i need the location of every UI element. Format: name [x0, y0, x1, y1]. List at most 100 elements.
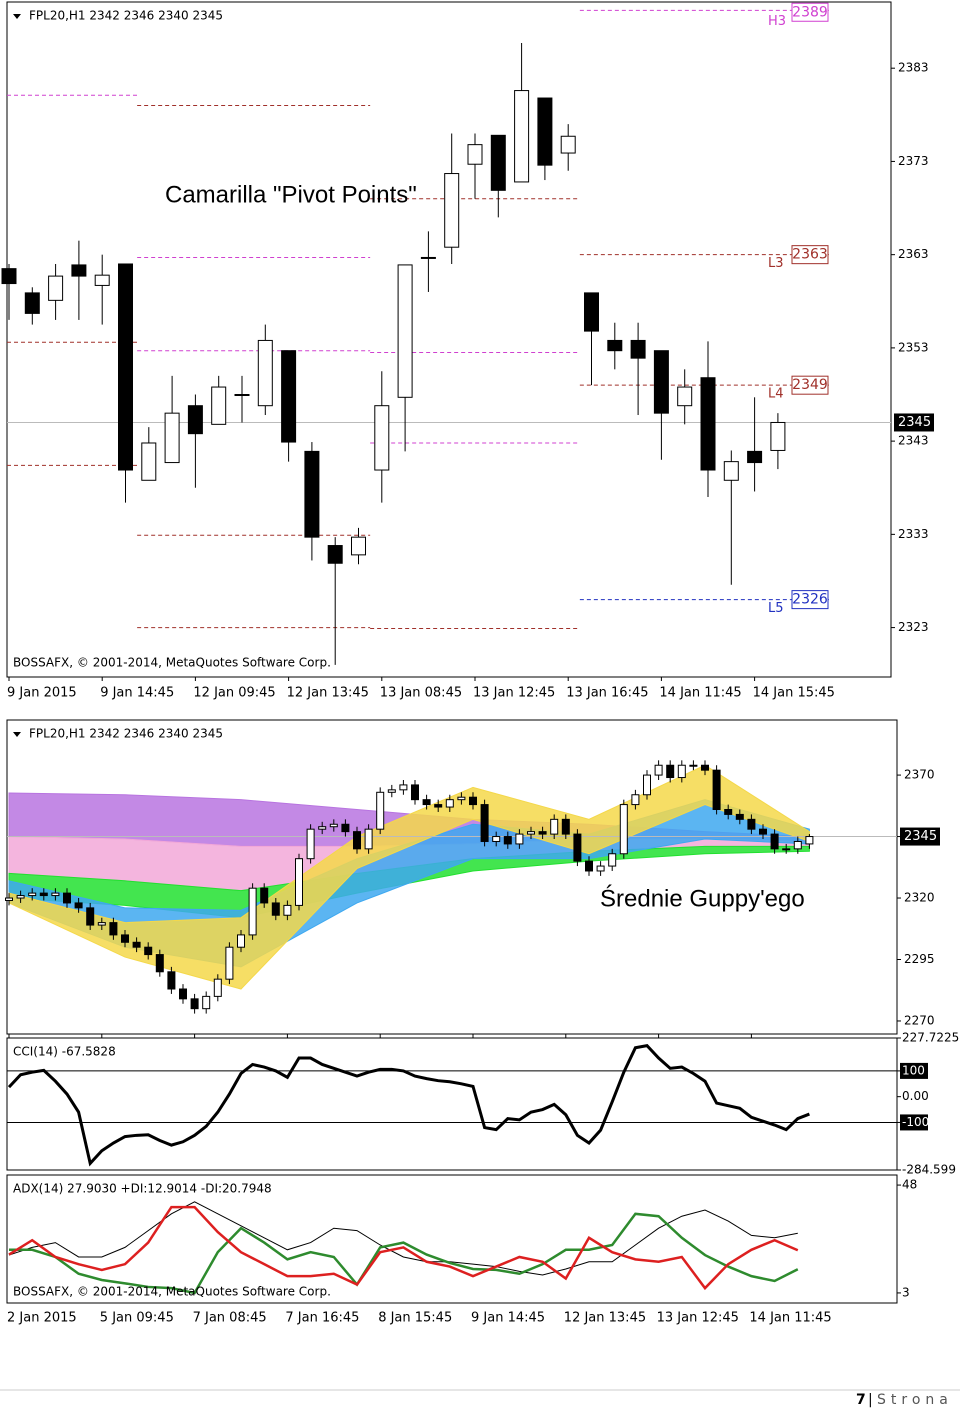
y-tick-label: 2383	[898, 61, 929, 75]
candle-body	[608, 853, 617, 867]
candle-body	[155, 954, 164, 973]
candle-body	[492, 836, 501, 842]
candle-body	[420, 256, 436, 259]
candle-body	[271, 902, 280, 916]
y-tick-label: 2295	[904, 952, 935, 966]
y-tick-label: 2333	[898, 527, 929, 541]
page-number: 7	[856, 1392, 866, 1408]
indicator-line	[9, 1212, 799, 1295]
candle-body	[318, 826, 327, 830]
candle-body	[724, 809, 733, 815]
y-tick-label: -284.599	[902, 1163, 956, 1177]
candle-body	[283, 904, 292, 916]
level-box	[791, 375, 829, 395]
candle-body	[1, 268, 17, 285]
candle-body	[747, 818, 756, 830]
title-arrow	[13, 732, 21, 737]
candle-body	[723, 461, 739, 481]
candle-body	[167, 971, 176, 990]
x-tick-label: 14 Jan 11:45	[659, 686, 741, 701]
candle-body	[560, 135, 576, 154]
footer-separator: |	[868, 1392, 873, 1408]
candle-body	[515, 833, 524, 845]
candle-body	[643, 774, 651, 796]
level-value: 2389	[792, 4, 828, 20]
x-tick-label: 2 Jan 2015	[7, 1311, 77, 1326]
candle-body	[86, 907, 95, 926]
candle-body	[179, 988, 187, 1000]
candle-body	[327, 545, 343, 564]
candle-body	[257, 339, 273, 407]
candle-body	[187, 405, 203, 435]
x-tick-label: 7 Jan 08:45	[193, 1311, 267, 1326]
candle-body	[444, 173, 460, 248]
candle-body	[747, 450, 763, 464]
chart-title: CCI(14) -67.5828	[13, 1045, 116, 1059]
candle-body	[211, 386, 227, 425]
candle-body	[295, 858, 303, 906]
level-value: 2363	[792, 247, 828, 263]
candle-body	[677, 764, 686, 779]
level-name: L4	[768, 387, 784, 402]
candle-body	[281, 350, 297, 443]
candle-body	[434, 804, 443, 808]
x-tick-label: 9 Jan 14:45	[471, 1311, 545, 1326]
candle-body	[770, 421, 786, 451]
x-tick-label: 13 Jan 12:45	[657, 1311, 739, 1326]
candle-body	[514, 90, 530, 183]
candle-body	[712, 769, 721, 811]
candle-body	[374, 405, 390, 471]
level-name: L3	[768, 256, 784, 271]
candle-body	[97, 922, 106, 926]
candle-body	[630, 339, 646, 359]
level-box	[791, 590, 829, 610]
tick-highlight	[900, 1062, 928, 1079]
candle-body	[480, 804, 489, 842]
level-box	[791, 245, 829, 265]
candle-body	[573, 833, 582, 862]
candle-body	[144, 946, 153, 956]
x-tick-label: 9 Jan 2015	[7, 686, 77, 701]
candle-body	[770, 833, 779, 850]
y-tick-label: 2373	[898, 154, 929, 168]
candle-body	[5, 897, 13, 901]
candle-body	[234, 394, 250, 397]
title-arrow	[13, 14, 21, 19]
candle-body	[759, 828, 767, 835]
y-tick-label: 227.7225	[902, 1031, 959, 1045]
candle-body	[341, 823, 350, 833]
candle-body	[376, 791, 385, 830]
candle-body	[63, 892, 71, 904]
candle-body	[164, 412, 180, 464]
level-value: 2349	[792, 377, 828, 393]
panel-frame	[6, 1, 892, 678]
candle-body	[74, 902, 83, 909]
last-price-box	[894, 413, 934, 432]
last-price-label: 2345	[904, 829, 937, 844]
panel-frame	[6, 1174, 898, 1304]
candle-body	[469, 796, 477, 806]
candle-body	[585, 860, 593, 872]
candle-body	[28, 892, 37, 897]
candle-body	[550, 818, 559, 835]
annotation: Średnie Guppy'ego	[600, 884, 805, 912]
level-name: L5	[768, 601, 784, 616]
x-tick-label: 7 Jan 16:45	[285, 1311, 359, 1326]
candle-body	[51, 892, 60, 897]
candle-body	[584, 292, 599, 332]
candle-body	[793, 840, 802, 850]
candle-body	[94, 274, 110, 286]
candle-body	[121, 934, 129, 943]
candle-body	[353, 831, 361, 850]
candle-body	[109, 922, 118, 936]
candle-body	[805, 836, 814, 845]
candle-body	[700, 377, 716, 471]
candle-body	[527, 831, 535, 835]
x-tick-label: 13 Jan 12:45	[473, 686, 555, 701]
x-tick-label: 13 Jan 08:45	[380, 686, 462, 701]
last-price-label: 2345	[898, 415, 931, 430]
candle-body	[467, 144, 483, 165]
candle-body	[141, 442, 157, 481]
candle-body	[24, 292, 40, 314]
